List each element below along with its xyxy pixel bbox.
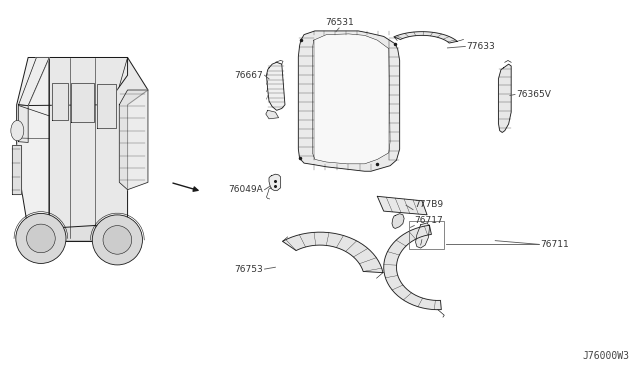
Polygon shape (19, 105, 28, 142)
Polygon shape (392, 214, 404, 228)
Polygon shape (52, 83, 68, 119)
Polygon shape (312, 34, 390, 164)
Ellipse shape (92, 215, 143, 265)
Polygon shape (97, 84, 116, 128)
Polygon shape (12, 145, 20, 194)
Ellipse shape (11, 121, 24, 141)
Polygon shape (384, 225, 442, 310)
Polygon shape (28, 225, 127, 241)
Text: 77633: 77633 (467, 42, 495, 51)
Polygon shape (72, 83, 94, 122)
Polygon shape (415, 223, 429, 248)
Bar (409, 221, 444, 249)
Text: 76753: 76753 (234, 264, 262, 273)
Polygon shape (499, 64, 511, 132)
Polygon shape (19, 58, 49, 106)
Text: 76365V: 76365V (516, 90, 551, 99)
Text: 76531: 76531 (324, 18, 353, 27)
Ellipse shape (16, 214, 66, 263)
Polygon shape (17, 58, 49, 230)
Text: 76711: 76711 (540, 240, 568, 249)
Polygon shape (269, 174, 280, 190)
Text: J76000W3: J76000W3 (582, 352, 629, 361)
Ellipse shape (26, 224, 55, 253)
Polygon shape (49, 58, 148, 241)
Text: 76667: 76667 (234, 71, 262, 80)
Polygon shape (266, 110, 278, 119)
Polygon shape (378, 196, 427, 215)
Polygon shape (394, 32, 457, 43)
Text: 76717: 76717 (414, 216, 443, 225)
Text: 76049A: 76049A (228, 185, 262, 194)
Polygon shape (282, 232, 383, 273)
Polygon shape (298, 31, 399, 171)
Text: 777B9: 777B9 (414, 200, 444, 209)
Polygon shape (266, 62, 285, 110)
Polygon shape (119, 90, 148, 190)
Polygon shape (28, 58, 127, 106)
Ellipse shape (103, 225, 132, 254)
